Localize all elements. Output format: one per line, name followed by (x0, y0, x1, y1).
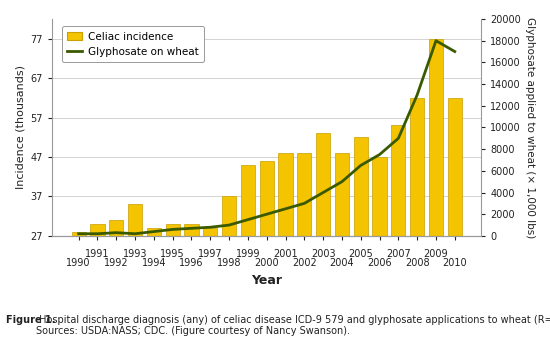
Y-axis label: Incidence (thousands): Incidence (thousands) (15, 65, 25, 190)
Bar (72, 232, 86, 236)
Bar (391, 126, 405, 236)
Bar (260, 161, 274, 236)
Bar (184, 224, 199, 236)
Bar (372, 157, 387, 236)
Bar (278, 153, 293, 236)
Bar (335, 153, 349, 236)
Bar (166, 224, 180, 236)
Text: Hospital discharge diagnosis (any) of celiac disease ICD-9 579 and glyphosate ap: Hospital discharge diagnosis (any) of ce… (36, 315, 550, 336)
Bar (128, 204, 142, 236)
Legend: Celiac incidence, Glyphosate on wheat: Celiac incidence, Glyphosate on wheat (62, 26, 204, 62)
Bar (429, 39, 443, 236)
Bar (354, 137, 368, 236)
Bar (448, 98, 462, 236)
Bar (90, 224, 104, 236)
Text: Figure 1.: Figure 1. (6, 315, 55, 325)
Bar (316, 133, 330, 236)
Bar (410, 98, 424, 236)
Bar (109, 220, 123, 236)
Bar (204, 228, 217, 236)
Y-axis label: Glyphosate applied to wheat (× 1,000 lbs): Glyphosate applied to wheat (× 1,000 lbs… (525, 17, 535, 238)
Bar (241, 165, 255, 236)
X-axis label: Year: Year (251, 273, 282, 286)
Bar (147, 228, 161, 236)
Bar (222, 197, 236, 236)
Bar (297, 153, 311, 236)
